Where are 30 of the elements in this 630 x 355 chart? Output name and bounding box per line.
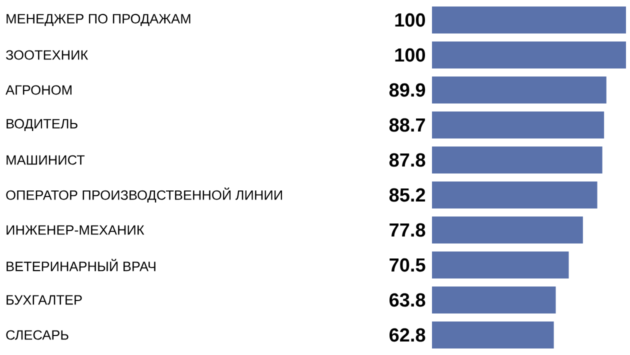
y-tick-label: МАШИНИСТ [6,155,85,165]
y-tick-label: ОПЕРАТОР ПРОИЗВОДСТВЕННОЙ ЛИНИИ [6,188,282,202]
y-tick-label: ЗООТЕХНИК [6,50,88,60]
y-tick-label: ВОДИТЕЛЬ [6,118,78,132]
data-label: 70.5 [390,258,426,272]
bar [432,111,604,138]
data-label: 88.7 [389,118,425,132]
data-label: 62.8 [390,328,426,342]
data-label: 85.2 [389,188,426,202]
data-label: 63.8 [390,293,426,307]
bar [432,6,626,34]
y-tick-label: СЛЕСАРЬ [6,330,68,340]
bar [432,41,626,68]
bar [432,286,556,314]
y-tick-label: АГРОНОМ [6,85,72,95]
bar [432,146,602,174]
data-label: 77.8 [390,223,426,237]
bar [432,181,598,208]
bar [432,321,554,348]
bar [432,216,583,244]
data-label: 89.9 [389,83,426,97]
y-tick-label: БУХГАЛТЕР [6,295,82,305]
bar [432,251,569,278]
y-tick-label: МЕНЕДЖЕР ПО ПРОДАЖАМ [6,14,190,26]
y-tick-label: ИНЖЕНЕР-МЕХАНИК [6,225,144,235]
bar [432,76,606,104]
data-label: 100 [395,48,426,62]
data-label: 100 [395,13,426,27]
data-label: 87.8 [389,153,426,167]
y-tick-label: ВЕТЕРИНАРНЫЙ ВРАЧ [6,258,156,272]
